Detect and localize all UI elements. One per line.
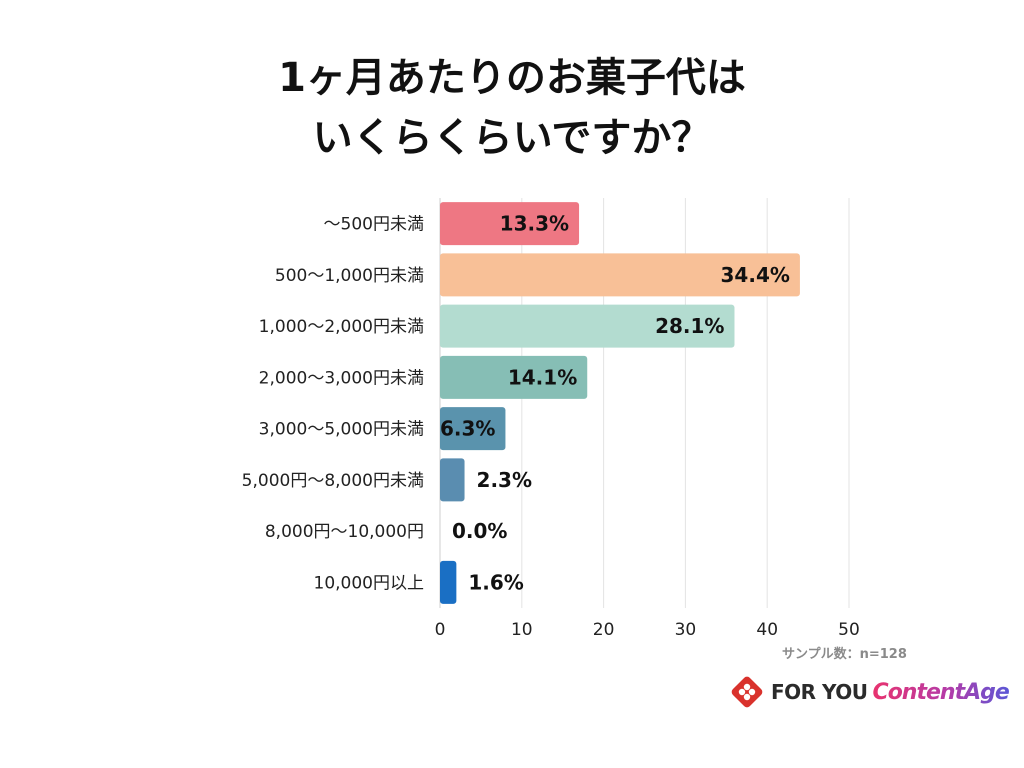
foryou-logo-text: FOR YOU (771, 680, 868, 704)
bar (440, 407, 506, 451)
data-label: 14.1% (508, 365, 577, 389)
contentage-logo-text: ContentAge (872, 679, 1010, 705)
category-label: 8,000円〜10,000円 (265, 522, 424, 542)
x-tick-label: 10 (511, 620, 533, 640)
chart-title-line-1: 1ヶ月あたりのお菓子代は (278, 55, 746, 101)
chart-title-line-2: いくらくらいですか？ (312, 115, 712, 161)
category-label: 5,000円〜8,000円未満 (242, 471, 424, 491)
category-label: 2,000〜3,000円未満 (259, 368, 424, 388)
x-tick-label: 20 (593, 620, 615, 640)
brand-logos: FOR YOU ContentAge (730, 672, 1010, 712)
data-label: 13.3% (500, 212, 569, 236)
bar (440, 202, 580, 246)
x-tick-label: 30 (675, 620, 697, 640)
data-label: 0.0% (452, 519, 507, 543)
data-label: 1.6% (468, 570, 523, 594)
chart-title: 1ヶ月あたりのお菓子代は いくらくらいですか？ (0, 48, 1024, 168)
data-label: 34.4% (721, 263, 790, 287)
data-label: 6.3% (440, 417, 495, 441)
category-label: 3,000〜5,000円未満 (259, 420, 424, 440)
bar (440, 304, 735, 348)
bar (440, 253, 800, 297)
bar (440, 458, 465, 502)
bar (440, 560, 457, 604)
data-label: 28.1% (655, 314, 724, 338)
category-label: 〜500円未満 (324, 215, 424, 235)
bar (440, 355, 588, 399)
x-tick-label: 0 (435, 620, 446, 640)
data-label: 2.3% (477, 468, 532, 492)
category-label: 500〜1,000円未満 (275, 266, 424, 286)
category-label: 1,000〜2,000円未満 (259, 317, 424, 337)
category-label: 10,000円以上 (314, 573, 424, 593)
foryou-logo-icon (731, 676, 763, 708)
x-tick-label: 40 (756, 620, 778, 640)
x-tick-label: 50 (838, 620, 860, 640)
sample-size-note: サンプル数：n=128 (782, 647, 907, 662)
